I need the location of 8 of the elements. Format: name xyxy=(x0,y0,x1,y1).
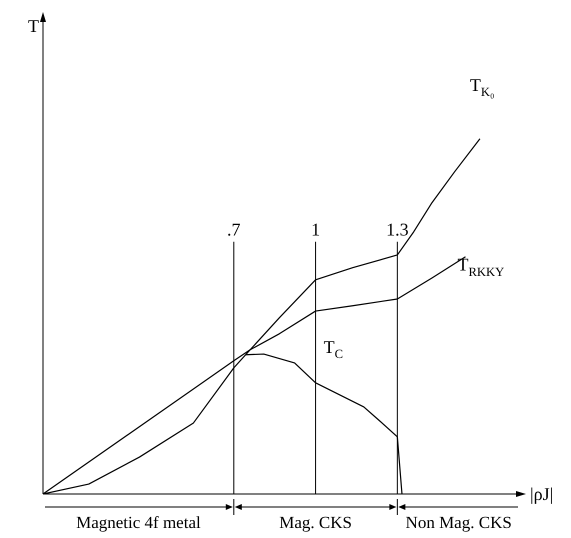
x-tick-label: 1.3 xyxy=(386,220,409,240)
x-tick-label: .7 xyxy=(227,220,241,240)
text: Magnetic 4f metal xyxy=(76,513,201,532)
text: Non Mag. CKS xyxy=(406,513,512,532)
text: Mag. CKS xyxy=(279,513,352,532)
x-axis-title: |ρJ| xyxy=(530,484,554,504)
x-tick-label: 1 xyxy=(311,220,320,240)
text: T xyxy=(28,16,40,36)
